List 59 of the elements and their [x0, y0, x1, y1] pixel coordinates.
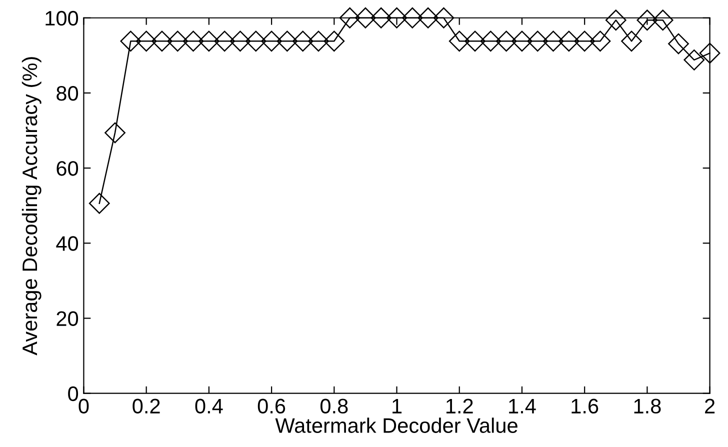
y-tick-label: 20 [56, 311, 78, 326]
point [433, 7, 454, 28]
point [214, 30, 236, 52]
point [136, 30, 157, 52]
point [152, 30, 172, 52]
x-tick-label: 1.4 [509, 398, 536, 414]
point [198, 30, 220, 52]
point [448, 30, 470, 52]
x-tick-label: 0.4 [195, 398, 223, 414]
point [542, 30, 564, 52]
point [167, 30, 188, 52]
y-tick-label: 0 [68, 386, 78, 402]
point [418, 7, 439, 28]
point [386, 7, 408, 28]
point [261, 30, 282, 52]
point [636, 10, 658, 31]
point [104, 122, 126, 144]
point [88, 192, 110, 214]
point [230, 30, 251, 52]
x-tick-label: 1.2 [446, 398, 473, 414]
point [355, 7, 376, 28]
point [512, 30, 532, 52]
x-tick-label: 2 [705, 398, 715, 414]
point [590, 30, 611, 52]
x-axis-title: Watermark Decoder Value [275, 418, 518, 433]
y-tick-label: 100 [46, 10, 78, 26]
x-tick-label: 0.6 [258, 398, 286, 414]
y-axis-title: Average Decoding Accuracy (%) [22, 57, 42, 356]
point [527, 30, 548, 52]
x-tick-label: 0.8 [320, 398, 348, 414]
y-tick-label: 80 [56, 86, 78, 101]
point [402, 7, 423, 28]
point [652, 10, 674, 31]
x-tick-label: 1.6 [572, 398, 598, 414]
point [276, 30, 298, 52]
point [480, 30, 502, 52]
point [370, 7, 392, 28]
x-tick-label: 1 [392, 398, 402, 414]
point [699, 42, 720, 64]
x-tick-label: 1.8 [634, 398, 661, 414]
point [558, 30, 580, 52]
point [496, 30, 517, 52]
point [308, 30, 329, 52]
point [684, 49, 705, 70]
y-tick-label: 60 [56, 161, 78, 176]
point [605, 10, 626, 31]
point [245, 30, 266, 52]
point [120, 30, 142, 52]
point [621, 30, 642, 52]
point [339, 7, 360, 28]
point [324, 30, 345, 52]
point [292, 30, 314, 52]
x-tick-label: 0 [78, 398, 89, 414]
point [182, 30, 204, 52]
point [464, 30, 486, 52]
x-tick-label: 0.2 [132, 398, 160, 414]
point [574, 30, 596, 52]
y-tick-label: 40 [56, 236, 78, 251]
point [668, 33, 689, 54]
